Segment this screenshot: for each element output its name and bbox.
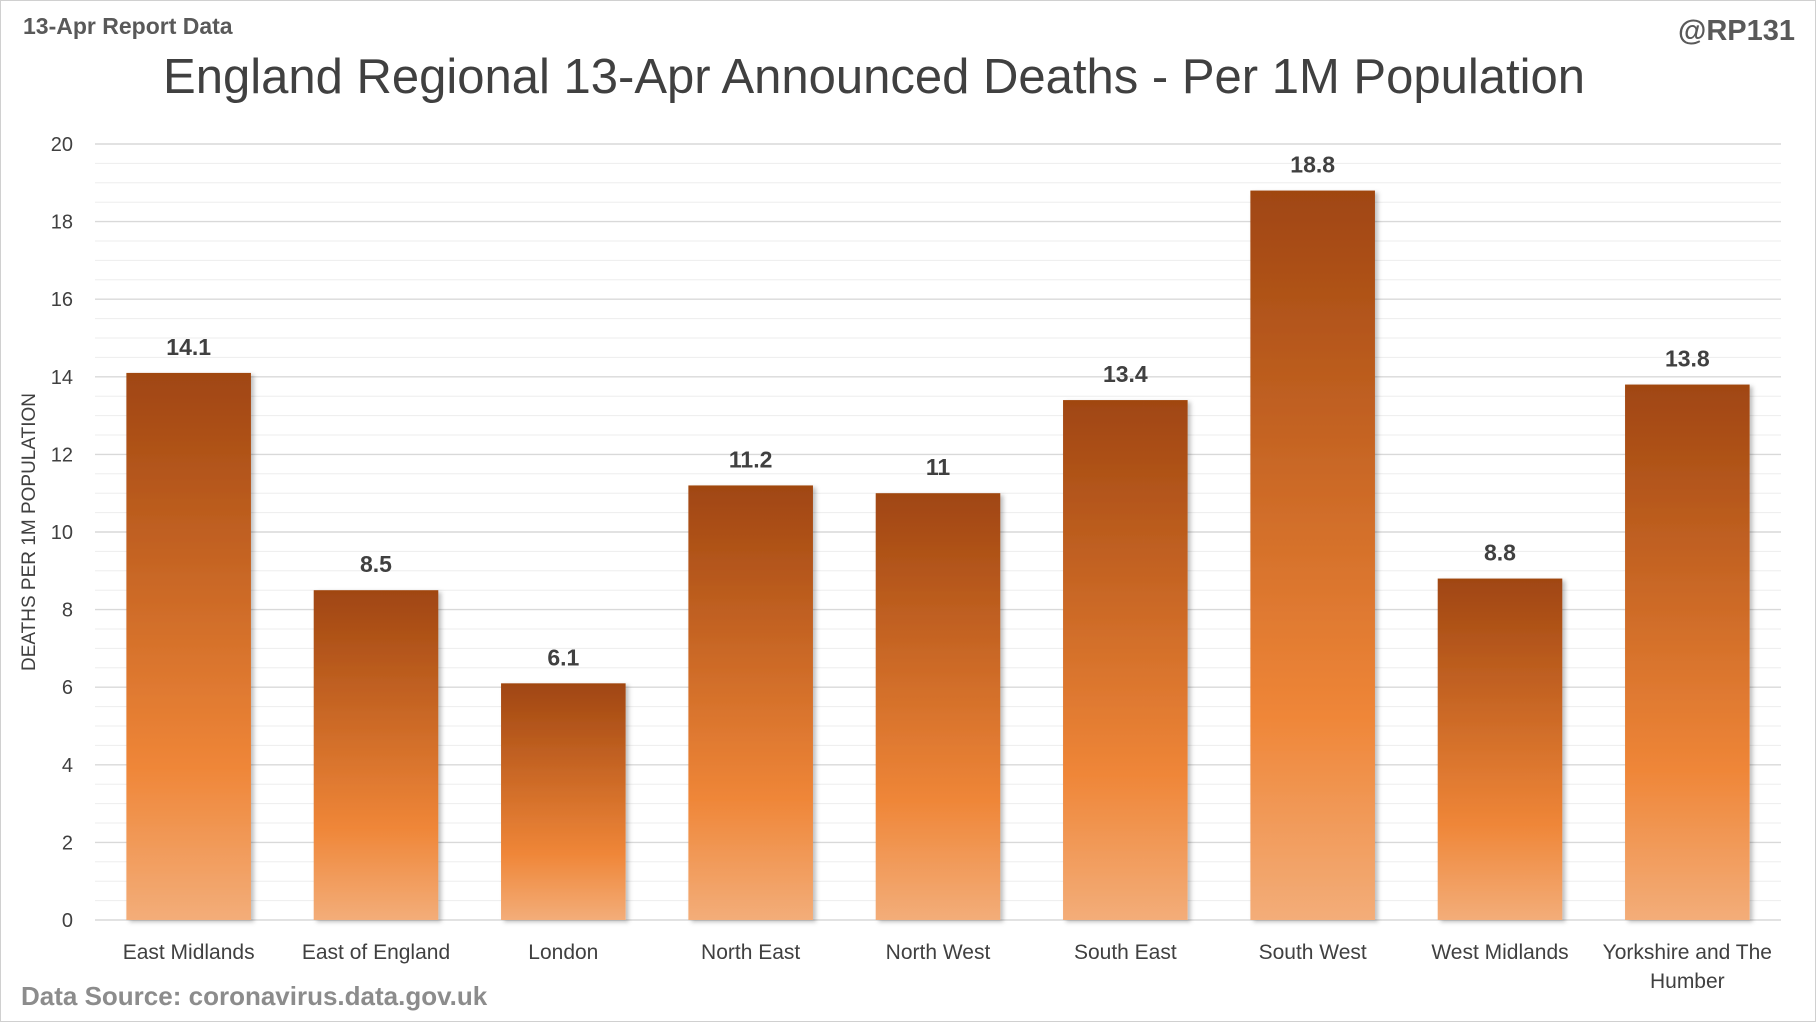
bar-value-label: 8.5 (360, 551, 392, 577)
bar-value-label: 14.1 (166, 334, 211, 360)
chart-title: England Regional 13-Apr Announced Deaths… (163, 50, 1585, 104)
bar (875, 493, 1001, 920)
bar-value-label: 8.8 (1484, 540, 1516, 566)
bar-value-label: 6.1 (547, 644, 579, 670)
y-tick-label: 10 (51, 522, 73, 544)
y-tick-label: 12 (51, 444, 73, 466)
y-tick-label: 18 (51, 212, 73, 234)
y-tick-label: 2 (62, 832, 73, 854)
y-tick-label: 16 (51, 289, 73, 311)
bar-value-label: 13.4 (1103, 361, 1148, 387)
x-tick-label: Yorkshire and The Humber (1603, 941, 1772, 993)
y-tick-label: 20 (51, 134, 73, 156)
x-tick-label: West Midlands (1431, 941, 1568, 964)
bar (1625, 384, 1750, 920)
data-source-note: Data Source: coronavirus.data.gov.uk (21, 981, 488, 1011)
bar-value-label: 18.8 (1290, 152, 1335, 178)
bars (126, 190, 1750, 921)
y-tick-label: 14 (51, 367, 73, 389)
report-label: 13-Apr Report Data (23, 13, 233, 39)
x-tick-label: South West (1259, 941, 1367, 964)
x-tick-label: East of England (302, 941, 450, 964)
bar-value-label: 11.2 (729, 446, 773, 472)
author-handle: @RP131 (1678, 15, 1795, 47)
data-labels: 14.1 8.5 6.1 11.2 11 13.4 18.8 8.8 13.8 (166, 152, 1710, 671)
bar (313, 590, 439, 920)
y-tick-label: 6 (62, 677, 73, 699)
bar (688, 485, 813, 920)
bar (1437, 578, 1563, 920)
x-tick-label: South East (1074, 941, 1177, 964)
y-tick-label: 8 (62, 600, 73, 622)
y-tick-label: 4 (62, 755, 73, 777)
y-tick-label: 0 (62, 910, 73, 932)
bar (1063, 400, 1188, 921)
y-axis-ticks: 0 2 4 6 8 10 12 14 16 18 20 (51, 134, 73, 932)
bar (501, 683, 626, 920)
bar-value-label: 13.8 (1665, 346, 1710, 372)
bar (1250, 190, 1375, 920)
x-tick-label: North West (886, 941, 991, 964)
x-tick-label: London (528, 941, 598, 964)
x-tick-label: North East (701, 941, 800, 964)
x-tick-label: East Midlands (123, 941, 255, 964)
x-axis-ticks: East Midlands East of England London North … (123, 941, 1772, 993)
bar (126, 372, 251, 920)
y-axis-label: DEATHS PER 1M POPULATION (19, 393, 40, 671)
bar-value-label: 11 (926, 454, 951, 480)
